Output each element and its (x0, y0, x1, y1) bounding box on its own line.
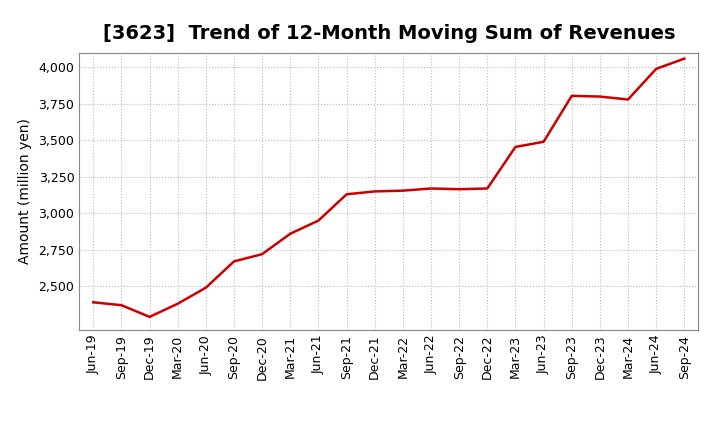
Title: [3623]  Trend of 12-Month Moving Sum of Revenues: [3623] Trend of 12-Month Moving Sum of R… (102, 24, 675, 43)
Y-axis label: Amount (million yen): Amount (million yen) (17, 118, 32, 264)
